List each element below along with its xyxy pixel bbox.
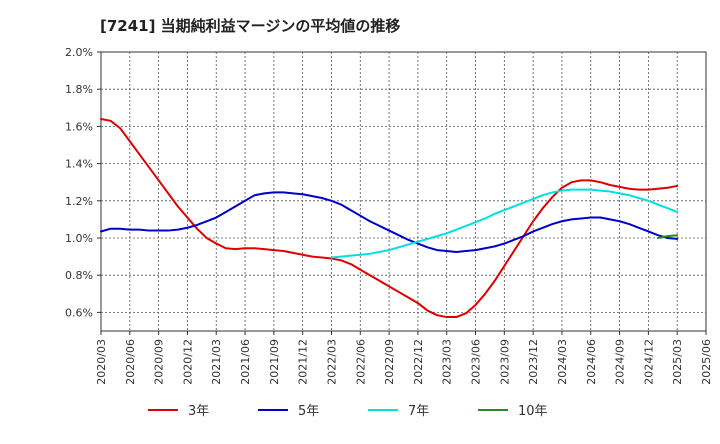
series-line-0 bbox=[100, 117, 679, 319]
x-tick-label: 2024/03 bbox=[556, 339, 569, 385]
x-tick-label: 2025/03 bbox=[671, 339, 684, 385]
y-tick-label: 1.8% bbox=[65, 83, 93, 96]
y-tick-label: 1.0% bbox=[65, 232, 93, 245]
x-tick-label: 2021/12 bbox=[297, 339, 310, 385]
plot-area bbox=[100, 51, 707, 332]
legend: 3年 5年 7年 10年 bbox=[148, 404, 548, 419]
x-tick-label: 2021/06 bbox=[239, 339, 252, 385]
x-tick-label: 2022/06 bbox=[354, 339, 367, 385]
y-tick-label: 2.0% bbox=[65, 46, 93, 59]
x-tick-label: 2020/06 bbox=[124, 339, 137, 385]
grid-lines bbox=[101, 52, 706, 331]
y-tick-label: 1.2% bbox=[65, 195, 93, 208]
x-axis-ticks: 2020/03 2020/06 2020/09 2020/12 2021/03 2021/… bbox=[95, 331, 713, 385]
legend-label-0: 3年 bbox=[188, 404, 209, 419]
x-tick-label: 2024/06 bbox=[585, 339, 598, 385]
series-lines bbox=[100, 117, 679, 319]
x-tick-label: 2020/12 bbox=[181, 339, 194, 385]
legend-label-2: 7年 bbox=[408, 404, 429, 419]
x-tick-label: 2022/12 bbox=[412, 339, 425, 385]
x-tick-label: 2025/06 bbox=[700, 339, 713, 385]
x-tick-label: 2024/12 bbox=[642, 339, 655, 385]
legend-label-3: 10年 bbox=[518, 404, 548, 419]
x-tick-label: 2023/06 bbox=[470, 339, 483, 385]
y-tick-label: 1.6% bbox=[65, 120, 93, 133]
legend-label-1: 5年 bbox=[298, 404, 319, 419]
y-tick-label: 0.6% bbox=[65, 306, 93, 319]
x-tick-label: 2024/09 bbox=[614, 339, 627, 385]
y-tick-label: 0.8% bbox=[65, 269, 93, 282]
x-tick-label: 2020/09 bbox=[153, 339, 166, 385]
x-tick-label: 2022/09 bbox=[383, 339, 396, 385]
x-tick-label: 2021/03 bbox=[210, 339, 223, 385]
y-axis-ticks: 0.6% 0.8% 1.0% 1.2% 1.4% 1.6% 1.8% 2.0% bbox=[65, 46, 101, 319]
y-tick-label: 1.4% bbox=[65, 158, 93, 171]
x-tick-label: 2020/03 bbox=[95, 339, 108, 385]
x-tick-label: 2023/09 bbox=[498, 339, 511, 385]
series-line-1 bbox=[100, 191, 679, 253]
x-tick-label: 2022/03 bbox=[325, 339, 338, 385]
series-line-2 bbox=[330, 188, 679, 259]
series-line-3 bbox=[656, 234, 679, 239]
x-tick-label: 2023/12 bbox=[527, 339, 540, 385]
chart-title: [7241] 当期純利益マージンの平均値の推移 bbox=[100, 17, 400, 35]
x-tick-label: 2023/03 bbox=[441, 339, 454, 385]
x-tick-label: 2021/09 bbox=[268, 339, 281, 385]
